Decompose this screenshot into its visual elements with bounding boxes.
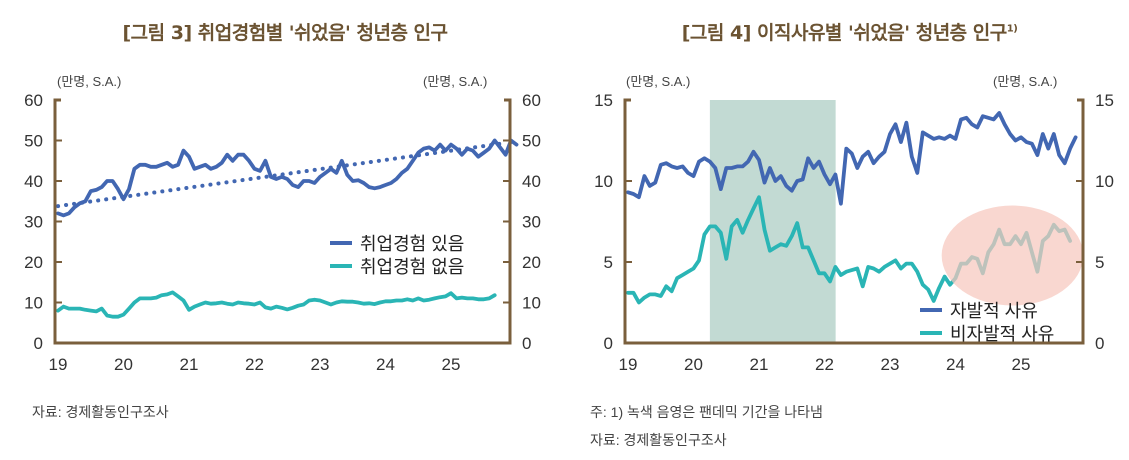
x-tick-label: 24 <box>946 355 965 374</box>
y-tick-label-right: 15 <box>1095 91 1114 110</box>
x-tick-label: 22 <box>245 355 264 374</box>
y-tick-label-right: 60 <box>522 91 541 110</box>
pandemic-shade <box>709 100 836 343</box>
legend-label: 취업경험 있음 <box>360 234 464 254</box>
x-tick-label: 24 <box>376 355 395 374</box>
chart-title-right: [그림 4] 이직사유별 '쉬었음' 청년층 인구1) <box>570 18 1129 45</box>
source-note-left: 자료: 경제활동인구조사 <box>32 404 169 420</box>
y-tick-label-left: 60 <box>24 91 43 110</box>
x-tick-label: 25 <box>442 355 461 374</box>
unit-label-left-axis: (만명, S.A.) <box>57 74 122 89</box>
legend-label: 비자발적 사유 <box>950 324 1054 344</box>
y-tick-label-left: 0 <box>604 334 613 353</box>
y-tick-label-right: 0 <box>1095 334 1104 353</box>
x-tick-label: 21 <box>180 355 199 374</box>
x-tick-label: 20 <box>684 355 703 374</box>
x-tick-label: 19 <box>619 355 638 374</box>
y-tick-label-left: 10 <box>594 172 613 191</box>
x-tick-label: 23 <box>311 355 330 374</box>
highlight-ellipse <box>941 205 1084 306</box>
unit-label-right-axis: (만명, S.A.) <box>423 74 488 89</box>
y-tick-label-right: 30 <box>522 213 541 232</box>
chart-left: 0 0 10 10 20 20 30 30 40 40 50 50 60 60 19 20 21 22 23 24 25… <box>24 91 541 374</box>
axis-frame <box>53 98 512 345</box>
y-tick-label-left: 20 <box>24 253 43 272</box>
unit-label-left-axis-r: (만명, S.A.) <box>626 74 691 89</box>
series-line-3 <box>56 290 497 319</box>
y-tick-label-right: 40 <box>522 172 541 191</box>
y-tick-label-left: 0 <box>34 334 43 353</box>
source-note-right: 자료: 경제활동인구조사 <box>590 432 727 448</box>
y-tick-label-left: 5 <box>604 253 613 272</box>
unit-label-right-axis-r: (만명, S.A.) <box>993 74 1058 89</box>
trend-line <box>56 141 503 209</box>
legend-label: 취업경험 없음 <box>360 257 464 277</box>
y-tick-label-right: 10 <box>1095 172 1114 191</box>
y-tick-label-right: 20 <box>522 253 541 272</box>
chart-title-footnote-mark: 1) <box>1006 23 1018 35</box>
y-tick-label-left: 40 <box>24 172 43 191</box>
x-tick-label: 19 <box>49 355 68 374</box>
y-tick-label-right: 10 <box>522 294 541 313</box>
legend-label: 자발적 사유 <box>950 301 1038 321</box>
x-tick-label: 25 <box>1012 355 1031 374</box>
x-tick-label: 21 <box>750 355 769 374</box>
y-tick-label-left: 30 <box>24 213 43 232</box>
y-tick-label-left: 15 <box>594 91 613 110</box>
series-line-1 <box>56 138 519 218</box>
series-line-1 <box>626 111 1078 206</box>
y-tick-label-right: 50 <box>522 132 541 151</box>
axis-frame <box>623 98 1085 345</box>
y-tick-label-left: 50 <box>24 132 43 151</box>
y-tick-label-right: 0 <box>522 334 531 353</box>
chart-title-left: [그림 3] 취업경험별 '쉬었음' 청년층 인구 <box>122 22 449 44</box>
footnote-right: 주: 1) 녹색 음영은 팬데믹 기간을 나타냄 <box>590 404 823 420</box>
x-tick-label: 22 <box>815 355 834 374</box>
y-tick-label-left: 10 <box>24 294 43 313</box>
chart-title-right-text: [그림 4] 이직사유별 '쉬었음' 청년층 인구 <box>681 22 1008 44</box>
x-tick-label: 20 <box>114 355 133 374</box>
y-tick-label-right: 5 <box>1095 253 1104 272</box>
x-tick-label: 23 <box>881 355 900 374</box>
